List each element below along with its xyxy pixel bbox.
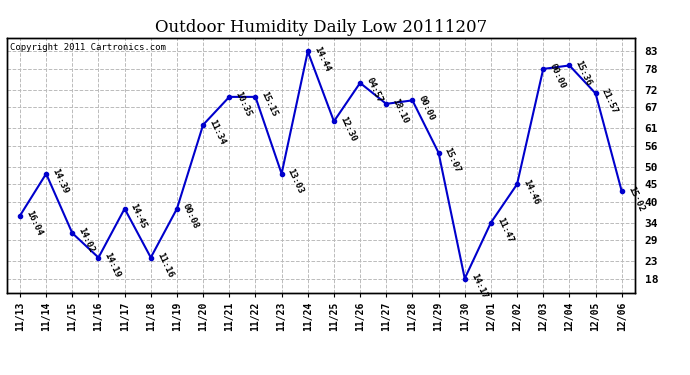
Text: 15:02: 15:02 [626, 184, 645, 213]
Text: 14:39: 14:39 [50, 167, 70, 195]
Text: 21:57: 21:57 [600, 87, 619, 115]
Text: 10:35: 10:35 [233, 90, 253, 118]
Text: 14:19: 14:19 [103, 251, 122, 279]
Text: 00:08: 00:08 [181, 202, 201, 230]
Text: 14:46: 14:46 [521, 178, 541, 206]
Text: 15:15: 15:15 [259, 90, 279, 118]
Text: 15:36: 15:36 [573, 59, 593, 87]
Text: 00:00: 00:00 [547, 62, 567, 90]
Text: 13:03: 13:03 [286, 167, 305, 195]
Text: 14:17: 14:17 [469, 272, 489, 300]
Text: 18:10: 18:10 [391, 97, 410, 126]
Text: 14:45: 14:45 [129, 202, 148, 230]
Text: 12:30: 12:30 [338, 115, 357, 143]
Text: 11:16: 11:16 [155, 251, 175, 279]
Text: 15:07: 15:07 [443, 146, 462, 174]
Text: 04:57: 04:57 [364, 76, 384, 105]
Text: 11:47: 11:47 [495, 216, 515, 244]
Text: 00:00: 00:00 [417, 94, 436, 122]
Text: 14:44: 14:44 [312, 45, 331, 73]
Text: 16:04: 16:04 [24, 209, 43, 237]
Title: Outdoor Humidity Daily Low 20111207: Outdoor Humidity Daily Low 20111207 [155, 19, 487, 36]
Text: Copyright 2011 Cartronics.com: Copyright 2011 Cartronics.com [10, 43, 166, 52]
Text: 11:34: 11:34 [207, 118, 227, 146]
Text: 14:02: 14:02 [77, 226, 96, 255]
